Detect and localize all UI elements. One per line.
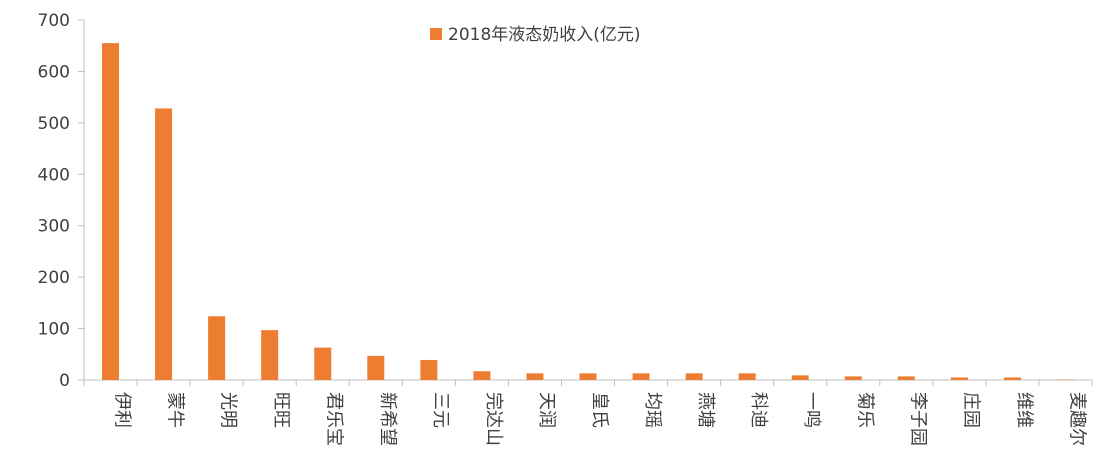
bar	[844, 376, 862, 380]
x-category-label: 科迪	[748, 392, 769, 428]
y-tick-label: 100	[38, 320, 70, 340]
x-category-label: 光明	[218, 392, 239, 428]
x-category-label: 麦趣尔	[1066, 392, 1087, 446]
x-category-label: 均瑶	[642, 392, 663, 428]
bar	[685, 373, 703, 380]
bar	[208, 316, 226, 380]
legend: 2018年液态奶收入(亿元)	[430, 25, 641, 45]
x-category-label: 皇氏	[589, 392, 610, 428]
legend-label: 2018年液态奶收入(亿元)	[448, 25, 641, 45]
y-tick-label: 200	[38, 268, 70, 288]
y-tick-label: 700	[38, 11, 70, 31]
y-tick-label: 600	[38, 62, 70, 82]
bar	[367, 355, 385, 380]
x-category-label: 三元	[430, 392, 451, 428]
bar	[420, 359, 438, 380]
x-axis: 伊利 蒙牛 光明 旺旺 君乐宝 新希望 三元 完达山 天润 皇氏 均瑶 燕塘 科迪 一鸣 菊乐 李子园 庄园 维维…	[83, 379, 1093, 446]
bar	[155, 108, 173, 380]
bar	[791, 375, 809, 380]
bars	[102, 43, 1074, 381]
bar	[950, 377, 968, 380]
x-category-label: 燕塘	[695, 392, 716, 428]
legend-swatch	[430, 28, 442, 40]
x-category-label: 君乐宝	[324, 392, 345, 446]
y-axis: 0 100 200 300 400 500 600 700	[38, 11, 85, 391]
x-category-label: 维维	[1013, 392, 1034, 428]
x-category-label: 旺旺	[271, 392, 292, 428]
bar	[314, 347, 332, 380]
y-tick-label: 300	[38, 217, 70, 237]
x-category-label: 李子园	[907, 392, 928, 446]
y-tick-label: 500	[38, 114, 70, 134]
bar	[526, 373, 544, 380]
bar	[102, 43, 120, 381]
x-category-label: 新希望	[377, 392, 398, 446]
y-tick-label: 0	[59, 371, 70, 391]
x-category-label: 一鸣	[801, 392, 822, 428]
bar	[897, 376, 915, 380]
bar	[473, 371, 491, 380]
x-category-label: 蒙牛	[165, 392, 186, 428]
bar	[632, 373, 650, 380]
x-category-label: 完达山	[483, 392, 504, 446]
x-category-label: 菊乐	[854, 392, 875, 428]
x-category-label: 庄园	[960, 392, 981, 428]
x-category-label: 天润	[536, 392, 557, 428]
x-category-label: 伊利	[112, 392, 133, 428]
y-tick-label: 400	[38, 165, 70, 185]
bar	[1056, 379, 1074, 380]
bar	[261, 330, 279, 380]
bar	[579, 373, 597, 380]
bar	[738, 373, 756, 380]
bar	[1003, 377, 1021, 380]
